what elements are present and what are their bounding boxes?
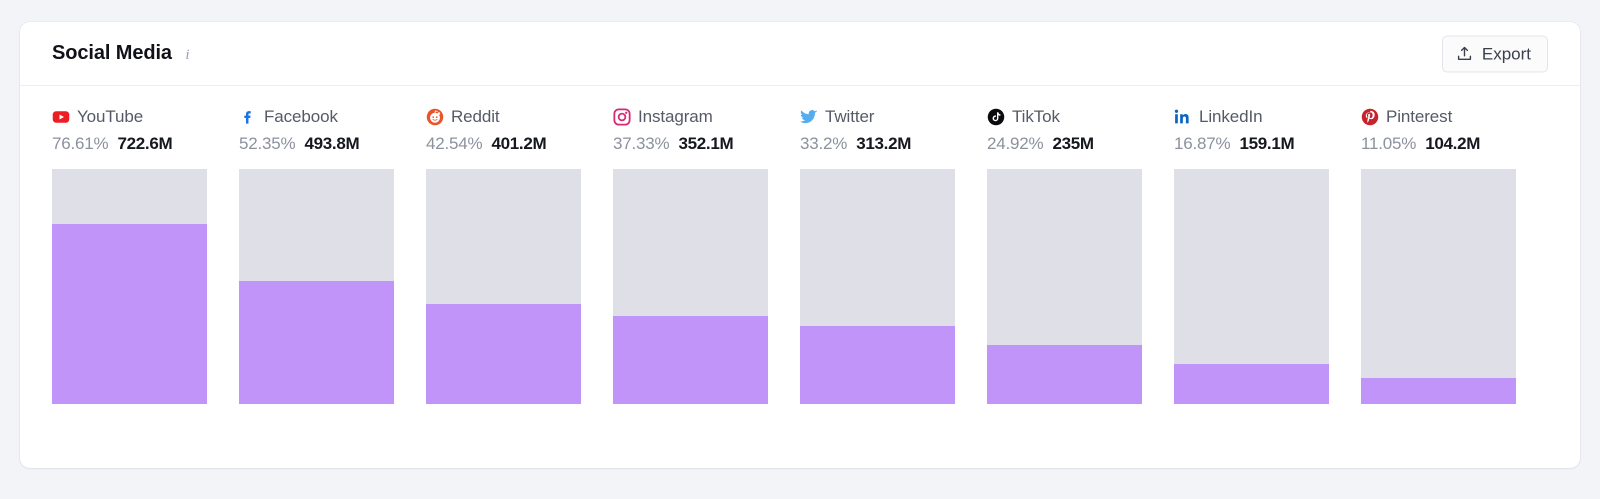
- export-upload-icon: [1456, 45, 1473, 62]
- youtube-icon: [52, 108, 70, 126]
- platform-metrics: 24.92% 235M: [987, 134, 1142, 157]
- platform-value: 235M: [1052, 134, 1094, 153]
- platform-percent: 16.87%: [1174, 134, 1231, 153]
- bar-fill: [800, 325, 955, 404]
- platform-name: TikTok: [1012, 107, 1060, 126]
- platform-value: 313.2M: [856, 134, 912, 153]
- title-wrap: Social Media i: [52, 42, 194, 65]
- social-media-card: Social Media i Export YouTube 76.61% 722.6…: [20, 22, 1580, 468]
- platform-value: 493.8M: [304, 134, 360, 153]
- linkedin-icon: [1174, 108, 1192, 126]
- bar-track[interactable]: [987, 169, 1142, 404]
- platform-percent: 76.61%: [52, 134, 109, 153]
- platform-label-row: YouTube: [52, 106, 207, 128]
- platform-column: Instagram 37.33% 352.1M: [613, 106, 768, 404]
- platform-metrics: 42.54% 401.2M: [426, 134, 581, 157]
- page-title: Social Media: [52, 42, 172, 64]
- platform-value: 159.1M: [1239, 134, 1295, 153]
- bar-fill: [613, 316, 768, 404]
- platform-metrics: 33.2% 313.2M: [800, 134, 955, 157]
- platform-column: Pinterest 11.05% 104.2M: [1361, 106, 1516, 404]
- platform-label-row: LinkedIn: [1174, 106, 1329, 128]
- bar-fill: [426, 304, 581, 404]
- platform-column: Facebook 52.35% 493.8M: [239, 106, 394, 404]
- bar-fill: [52, 223, 207, 404]
- platform-label-row: TikTok: [987, 106, 1142, 128]
- platform-percent: 24.92%: [987, 134, 1044, 153]
- facebook-icon: [239, 108, 257, 126]
- platform-label-row: Instagram: [613, 106, 768, 128]
- pinterest-icon: [1361, 108, 1379, 126]
- bar-track[interactable]: [800, 169, 955, 404]
- platform-percent: 52.35%: [239, 134, 296, 153]
- platform-column: TikTok 24.92% 235M: [987, 106, 1142, 404]
- export-button[interactable]: Export: [1441, 35, 1548, 72]
- platform-value: 104.2M: [1425, 134, 1481, 153]
- reddit-icon: [426, 108, 444, 126]
- bar-track[interactable]: [1361, 169, 1516, 404]
- platform-name: Facebook: [264, 107, 338, 126]
- bar-fill: [1174, 364, 1329, 404]
- twitter-icon: [800, 108, 818, 126]
- platform-metrics: 37.33% 352.1M: [613, 134, 768, 157]
- platform-metrics: 52.35% 493.8M: [239, 134, 394, 157]
- bar-track[interactable]: [52, 169, 207, 404]
- platform-metrics: 11.05% 104.2M: [1361, 134, 1516, 157]
- export-button-label: Export: [1481, 44, 1531, 63]
- platform-column: Twitter 33.2% 313.2M: [800, 106, 955, 404]
- platform-column: Reddit 42.54% 401.2M: [426, 106, 581, 404]
- platform-label-row: Twitter: [800, 106, 955, 128]
- platform-column: YouTube 76.61% 722.6M: [52, 106, 207, 404]
- platform-percent: 33.2%: [800, 134, 848, 153]
- platform-percent: 11.05%: [1361, 134, 1417, 153]
- platform-value: 401.2M: [491, 134, 547, 153]
- bar-track[interactable]: [613, 169, 768, 404]
- card-header: Social Media i Export: [20, 22, 1580, 86]
- bar-fill: [987, 345, 1142, 404]
- platform-label-row: Pinterest: [1361, 106, 1516, 128]
- info-icon[interactable]: i: [185, 47, 190, 63]
- bar-fill: [1361, 378, 1516, 404]
- platform-column: LinkedIn 16.87% 159.1M: [1174, 106, 1329, 404]
- platform-percent: 37.33%: [613, 134, 670, 153]
- platform-metrics: 76.61% 722.6M: [52, 134, 207, 157]
- platform-name: Reddit: [451, 107, 500, 126]
- platform-name: LinkedIn: [1199, 107, 1263, 126]
- platform-name: Instagram: [638, 107, 713, 126]
- platform-name: YouTube: [77, 107, 144, 126]
- bar-track[interactable]: [426, 169, 581, 404]
- instagram-icon: [613, 108, 631, 126]
- platform-percent: 42.54%: [426, 134, 483, 153]
- platform-label-row: Reddit: [426, 106, 581, 128]
- platform-value: 722.6M: [117, 134, 173, 153]
- platform-label-row: Facebook: [239, 106, 394, 128]
- bar-fill: [239, 280, 394, 404]
- platform-value: 352.1M: [678, 134, 734, 153]
- chart-body: YouTube 76.61% 722.6M Facebook 52.35% 493.8M R…: [20, 86, 1580, 404]
- bar-track[interactable]: [239, 169, 394, 404]
- platform-metrics: 16.87% 159.1M: [1174, 134, 1329, 157]
- platform-name: Pinterest: [1386, 107, 1453, 126]
- platform-columns: YouTube 76.61% 722.6M Facebook 52.35% 493.8M R…: [52, 106, 1548, 404]
- bar-track[interactable]: [1174, 169, 1329, 404]
- platform-name: Twitter: [825, 107, 875, 126]
- tiktok-icon: [987, 108, 1005, 126]
